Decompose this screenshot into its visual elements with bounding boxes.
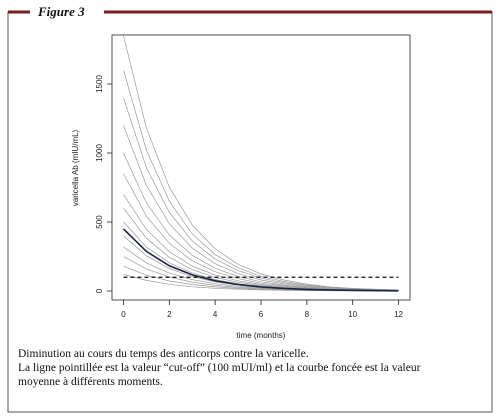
curve: [123, 70, 399, 291]
caption-line: Diminution au cours du temps des anticor…: [18, 348, 309, 360]
x-axis-label: time (months): [237, 331, 286, 340]
caption-line: moyenne à différents moments.: [18, 376, 163, 388]
x-tick-label: 4: [213, 310, 218, 319]
curve: [123, 97, 399, 291]
x-tick-label: 0: [121, 310, 126, 319]
caption-line: La ligne pointillée est la valeur “cut-o…: [18, 362, 421, 374]
curve: [123, 125, 399, 291]
x-tick-label: 6: [259, 310, 264, 319]
y-axis-label: varicella Ab (mIU/mL): [71, 129, 80, 206]
curve: [123, 221, 399, 292]
label-bg: [30, 2, 104, 20]
x-tick-label: 2: [167, 310, 172, 319]
y-tick-label: 500: [95, 215, 104, 229]
curve: [123, 152, 399, 291]
y-tick-label: 1500: [95, 75, 104, 93]
plot-box: [111, 34, 411, 301]
y-tick-label: 1000: [95, 144, 104, 162]
x-tick-label: 12: [394, 310, 403, 319]
x-tick-label: 8: [305, 310, 310, 319]
y-tick-label: 0: [95, 288, 104, 293]
curve: [123, 35, 399, 291]
x-tick-label: 10: [348, 310, 357, 319]
curve: [122, 228, 399, 292]
figure-label: Figure 3: [37, 4, 85, 19]
